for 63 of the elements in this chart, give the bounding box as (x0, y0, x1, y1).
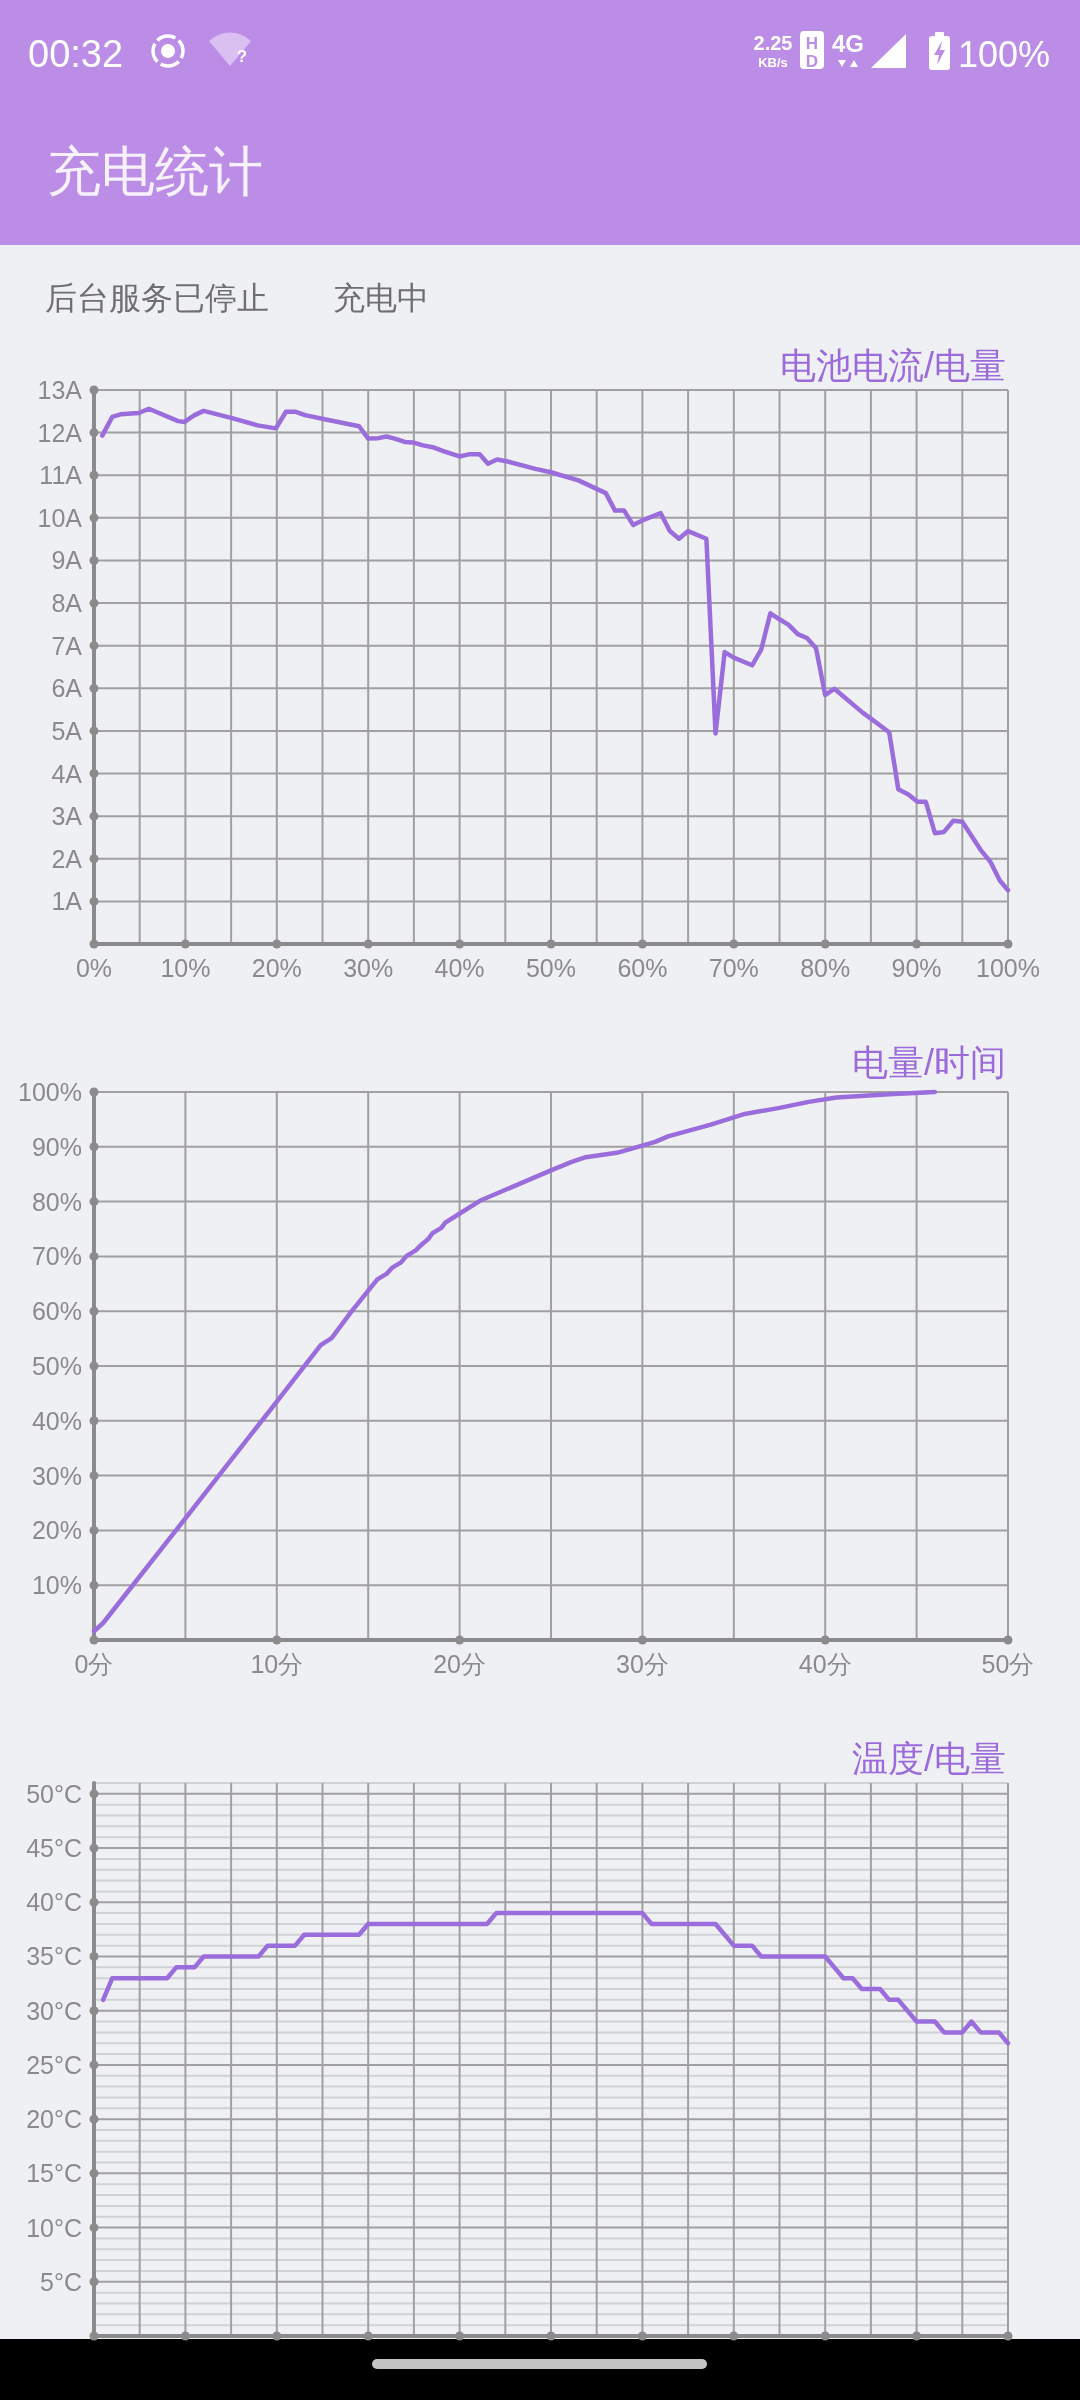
text: 100% (957, 34, 1050, 75)
y-tick-label: 11A (39, 461, 83, 490)
y-tick-label: 15°C (26, 2159, 82, 2188)
y-tick-label: 10A (37, 503, 83, 532)
y-tick-label: 3A (51, 802, 83, 831)
y-tick-label: 20°C (26, 2105, 82, 2134)
y-tick-label: 40°C (26, 1888, 82, 1917)
x-tick-label: 70% (708, 954, 759, 982)
chart-title: 温度/电量 (851, 1738, 1006, 1779)
text: ? (236, 47, 248, 66)
y-tick-label: 90% (31, 1132, 82, 1161)
chart-title: 电量/时间 (851, 1042, 1006, 1083)
y-tick-label: 2A (51, 844, 83, 873)
y-tick-label: 40% (31, 1406, 82, 1435)
y-tick-label: 50% (31, 1352, 82, 1380)
text: 充电统计 (47, 141, 263, 201)
x-tick-label: 100% (976, 954, 1040, 982)
x-tick-label: 40% (434, 954, 485, 982)
y-tick-label: 20% (31, 1516, 82, 1545)
x-tick-label: 20% (251, 954, 302, 982)
y-tick-label: 30% (31, 1461, 82, 1490)
y-tick-label: 80% (31, 1187, 82, 1216)
x-tick-label: 10% (160, 954, 211, 982)
x-tick-label: 90% (891, 954, 942, 982)
text: HD (805, 34, 819, 71)
text: 后台服务已停止 (45, 280, 269, 316)
y-tick-label: 100% (18, 1078, 82, 1106)
y-tick-label: 25°C (26, 2050, 82, 2079)
y-tick-label: 5°C (40, 2267, 82, 2296)
y-tick-label: 10°C (26, 2213, 82, 2242)
x-tick-label: 40分 (798, 1650, 852, 1678)
x-tick-label: 50分 (981, 1650, 1035, 1678)
x-tick-label: 30分 (615, 1650, 669, 1678)
x-tick-label: 0分 (74, 1650, 114, 1678)
y-tick-label: 6A (51, 674, 83, 703)
x-tick-label: 50% (525, 954, 577, 982)
y-tick-label: 4A (51, 759, 83, 788)
x-tick-label: 30% (343, 954, 394, 982)
y-tick-label: 1A (51, 887, 83, 916)
x-tick-label: 60% (617, 954, 668, 982)
y-tick-label: 60% (31, 1297, 82, 1326)
text: 4G (831, 30, 865, 57)
y-tick-label: 30°C (26, 1996, 82, 2025)
y-tick-label: 50°C (26, 1779, 82, 1808)
y-tick-label: 5A (51, 716, 83, 745)
y-tick-label: 13A (37, 376, 83, 404)
y-tick-label: 10% (31, 1571, 82, 1600)
x-tick-label: 80% (800, 954, 851, 982)
x-tick-label: 0% (75, 954, 113, 982)
x-tick-label: 20分 (433, 1650, 487, 1678)
text: 00:32 (28, 33, 124, 75)
text: 2.25 (753, 32, 793, 54)
y-tick-label: 70% (31, 1242, 82, 1271)
chart-title: 电池电流/电量 (779, 345, 1006, 386)
text: 充电中 (333, 280, 429, 316)
y-tick-label: 35°C (26, 1942, 82, 1971)
y-tick-label: 7A (51, 631, 83, 660)
y-tick-label: 45°C (26, 1834, 82, 1863)
y-tick-label: 8A (51, 589, 83, 618)
x-tick-label: 10分 (250, 1650, 304, 1678)
text: KB/s (758, 55, 788, 70)
y-tick-label: 12A (37, 418, 83, 447)
y-tick-label: 9A (51, 546, 83, 575)
